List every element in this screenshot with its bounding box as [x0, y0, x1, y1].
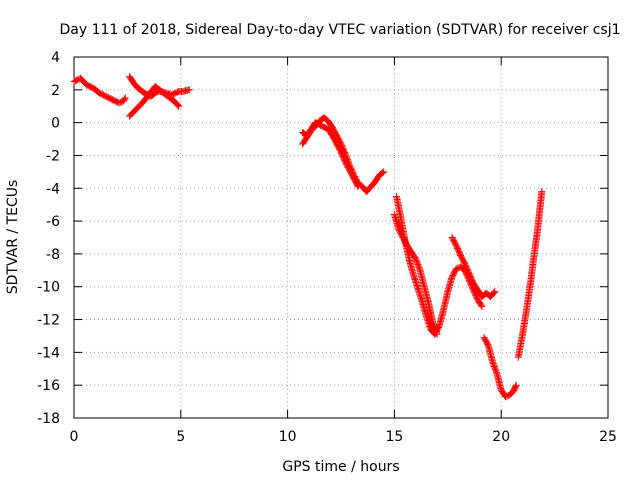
- x-tick-label: 15: [385, 429, 403, 445]
- data-point-markers: [70, 73, 546, 401]
- x-tick-label: 25: [599, 429, 617, 445]
- y-tick-label: -4: [46, 181, 60, 197]
- y-tick-label: 2: [51, 83, 60, 99]
- y-tick-label: -10: [37, 280, 60, 296]
- y-tick-label: -8: [46, 247, 60, 263]
- data-points: [70, 73, 546, 401]
- x-axis-label: GPS time / hours: [282, 459, 399, 475]
- y-tick-label: -2: [46, 148, 60, 164]
- y-tick-label: 4: [51, 50, 60, 66]
- plot-frame: [73, 56, 609, 419]
- chart-title: Day 111 of 2018, Sidereal Day-to-day VTE…: [59, 22, 620, 38]
- x-tick-label: 20: [492, 429, 510, 445]
- y-tick-label: -16: [37, 378, 60, 394]
- y-axis-label: SDTVAR / TECUs: [5, 180, 21, 295]
- y-tick-label: -14: [37, 345, 60, 361]
- grid: [74, 57, 608, 418]
- x-tick-label: 10: [279, 429, 297, 445]
- y-tick-label: -12: [37, 313, 60, 329]
- y-tick-label: -6: [46, 214, 60, 230]
- x-tick-label: 0: [70, 429, 79, 445]
- y-tick-label: -18: [37, 411, 60, 427]
- y-tick-label: 0: [51, 116, 60, 132]
- x-tick-label: 5: [176, 429, 185, 445]
